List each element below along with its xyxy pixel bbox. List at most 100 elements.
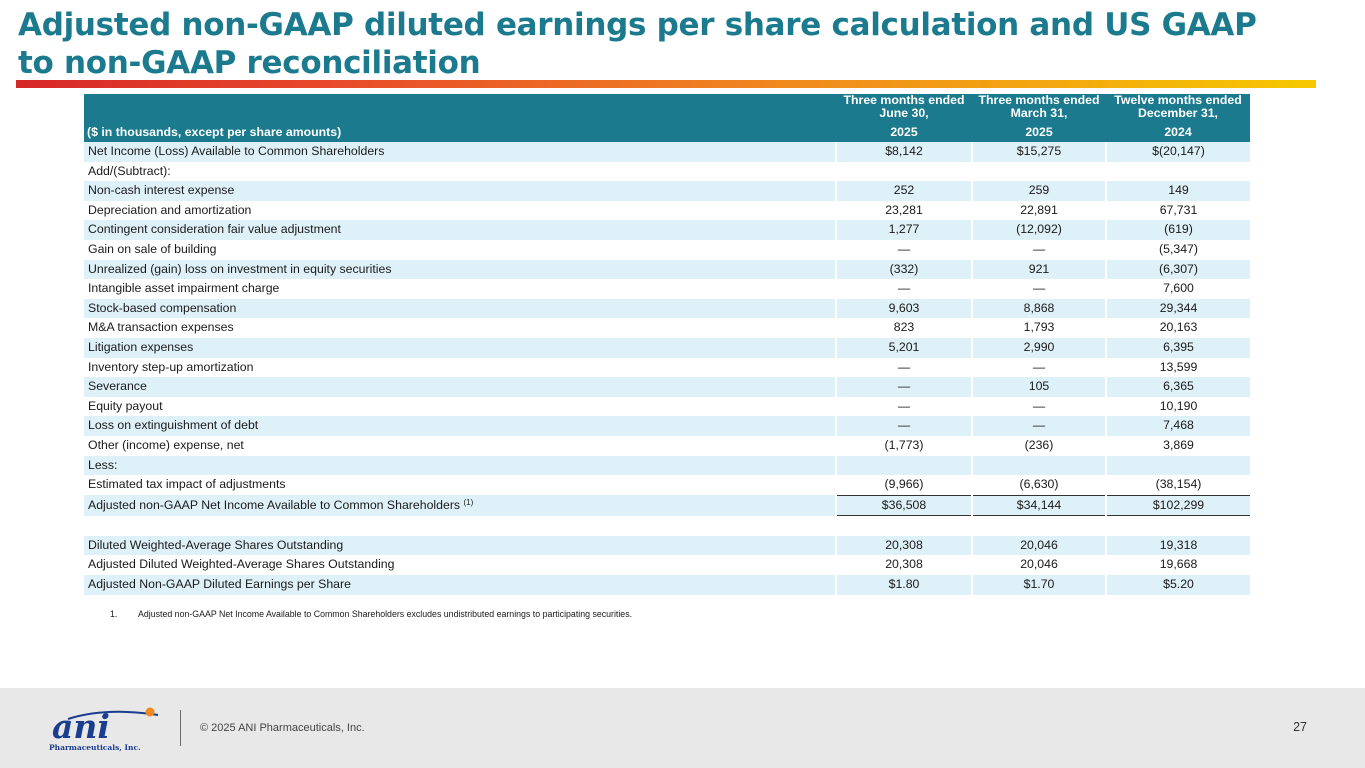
cell-q1-2025: 20,046 [971,555,1106,576]
row-label: Stock-based compensation [84,298,836,319]
row-label: Net Income (Loss) Available to Common Sh… [84,142,836,162]
row-label: Adjusted Diluted Weighted-Average Shares… [88,557,395,572]
cell-q2-2025 [835,161,972,182]
cell-q1-2025: — [971,396,1106,417]
table-row: Add/(Subtract): [84,161,1250,182]
footnote-number: 1. [110,609,118,619]
copyright-text: © 2025 ANI Pharmaceuticals, Inc. [200,722,365,734]
slide-title: Adjusted non-GAAP diluted earnings per s… [18,7,1257,81]
cell-fy-2024: (5,347) [1105,239,1250,260]
row-label: Add/(Subtract): [88,163,171,178]
row-label: Gain on sale of building [88,241,217,256]
cell-fy-2024: 7,468 [1105,416,1250,436]
cell-q1-2025: 8,868 [971,298,1106,319]
cell-q2-2025: — [835,279,972,299]
row-label: Loss on extinguishment of debt [84,416,836,436]
table-spacer-row [84,515,1250,536]
column-period: Three months ended March 31, [978,93,1100,120]
cell-q2-2025: — [835,357,972,378]
table-row: Unrealized (gain) loss on investment in … [84,259,1250,280]
cell-q1-2025: $1.70 [971,575,1106,595]
table-row: Depreciation and amortization 23,281 22,89… [84,200,1250,221]
table-header-row: ($ in thousands, except per share amount… [84,94,1250,142]
cell-q2-2025: 20,308 [835,535,972,556]
table-row-total: Adjusted non-GAAP Net Income Available t… [84,494,1250,517]
cell-fy-2024: 149 [1105,181,1250,201]
cell-fy-2024: (38,154) [1105,475,1250,496]
row-label-text: Adjusted non-GAAP Net Income Available t… [88,497,461,512]
logo-subtext: Pharmaceuticals, Inc. [49,743,141,752]
cell-fy-2024: 19,668 [1105,555,1250,576]
row-label: Other (income) expense, net [88,437,244,452]
page-number: 27 [1293,720,1307,734]
table-row: Diluted Weighted-Average Shares Outstand… [84,535,1250,556]
table-row: Severance —105 6,365 [84,377,1250,397]
cell-q1-2025: $15,275 [971,142,1106,162]
cell-fy-2024: 19,318 [1105,535,1250,556]
table-row: Net Income (Loss) Available to Common Sh… [84,142,1250,162]
footer-divider [180,710,181,746]
row-label: Contingent consideration fair value adju… [84,220,836,240]
cell-q2-2025: $8,142 [835,142,972,162]
column-period: Twelve months ended December 31, [1114,93,1242,120]
row-label: Equity payout [88,398,163,413]
row-label: Adjusted Non-GAAP Diluted Earnings per S… [84,575,836,595]
row-label: Less: [84,455,836,476]
cell-q2-2025 [835,455,972,476]
table-row: Other (income) expense, net (1,773) (236) 3… [84,435,1250,456]
cell-q2-2025: 823 [835,318,972,338]
cell-fy-2024: 29,344 [1105,298,1250,319]
column-year: 2025 [890,125,918,139]
cell-q1-2025: 259 [971,181,1106,201]
cell-q2-2025: 23,281 [835,200,972,221]
table-row: Non-cash interest expense 252 259 149 [84,181,1250,201]
row-label: Adjusted non-GAAP Net Income Available t… [84,495,836,516]
cell-q2-2025: $1.80 [835,575,972,595]
cell-q1-2025: — [971,279,1106,299]
table-row: Gain on sale of building — — (5,347) [84,239,1250,260]
cell-q1-2025: 20,046 [971,535,1106,556]
logo-dot-icon [145,707,155,717]
reconciliation-table: ($ in thousands, except per share amount… [84,94,1250,595]
cell-fy-2024: 13,599 [1105,357,1250,378]
cell-q1-2025: (236) [971,435,1106,456]
row-label: Severance [84,377,836,397]
footnote-text: Adjusted non-GAAP Net Income Available t… [138,609,633,619]
cell-q2-2025: (9,966) [835,475,972,496]
table-row: Litigation expenses 5,201 2,990 6,395 [84,337,1250,358]
column-period: Three months ended June 30, [843,93,965,120]
cell-q1-2025: 105 [971,377,1106,397]
cell-q2-2025: 1,277 [835,220,972,240]
cell-fy-2024: (6,307) [1105,259,1250,280]
cell-fy-2024: 20,163 [1105,318,1250,338]
cell-q2-2025: $36,508 [835,494,972,517]
table-row: Inventory step-up amortization — —13,599 [84,357,1250,378]
column-header-q2-2025: Three months ended June 30, 2025 [836,94,972,142]
cell-q1-2025 [971,455,1106,476]
cell-fy-2024: 7,600 [1105,279,1250,299]
cell-fy-2024: 3,869 [1105,435,1250,456]
cell-fy-2024: 6,365 [1105,377,1250,397]
column-year: 2024 [1164,125,1192,139]
ani-logo: ani Pharmaceuticals, Inc. [49,707,159,752]
cell-q2-2025: 5,201 [835,337,972,358]
accent-divider-bar [16,80,1316,88]
column-header-fy-2024: Twelve months ended December 31, 2024 [1106,94,1250,142]
cell-q1-2025: — [971,239,1106,260]
cell-q2-2025: (1,773) [835,435,972,456]
cell-q1-2025: — [971,416,1106,436]
cell-q1-2025: $34,144 [971,494,1106,517]
table-row: Stock-based compensation 9,603 8,868 29,344 [84,298,1250,319]
table-row: M&A transaction expenses 823 1,793 20,163 [84,318,1250,338]
table-row: Estimated tax impact of adjustments (9,96… [84,475,1250,496]
cell-q1-2025: 921 [971,259,1106,280]
footnote-marker: (1) [463,497,474,507]
cell-fy-2024: $5.20 [1105,575,1250,595]
cell-fy-2024: (619) [1105,220,1250,240]
cell-q1-2025: 22,891 [971,200,1106,221]
cell-q1-2025: 1,793 [971,318,1106,338]
cell-q2-2025: — [835,239,972,260]
column-header-q1-2025: Three months ended March 31, 2025 [972,94,1106,142]
cell-q1-2025: 2,990 [971,337,1106,358]
row-label: Intangible asset impairment charge [88,281,280,296]
